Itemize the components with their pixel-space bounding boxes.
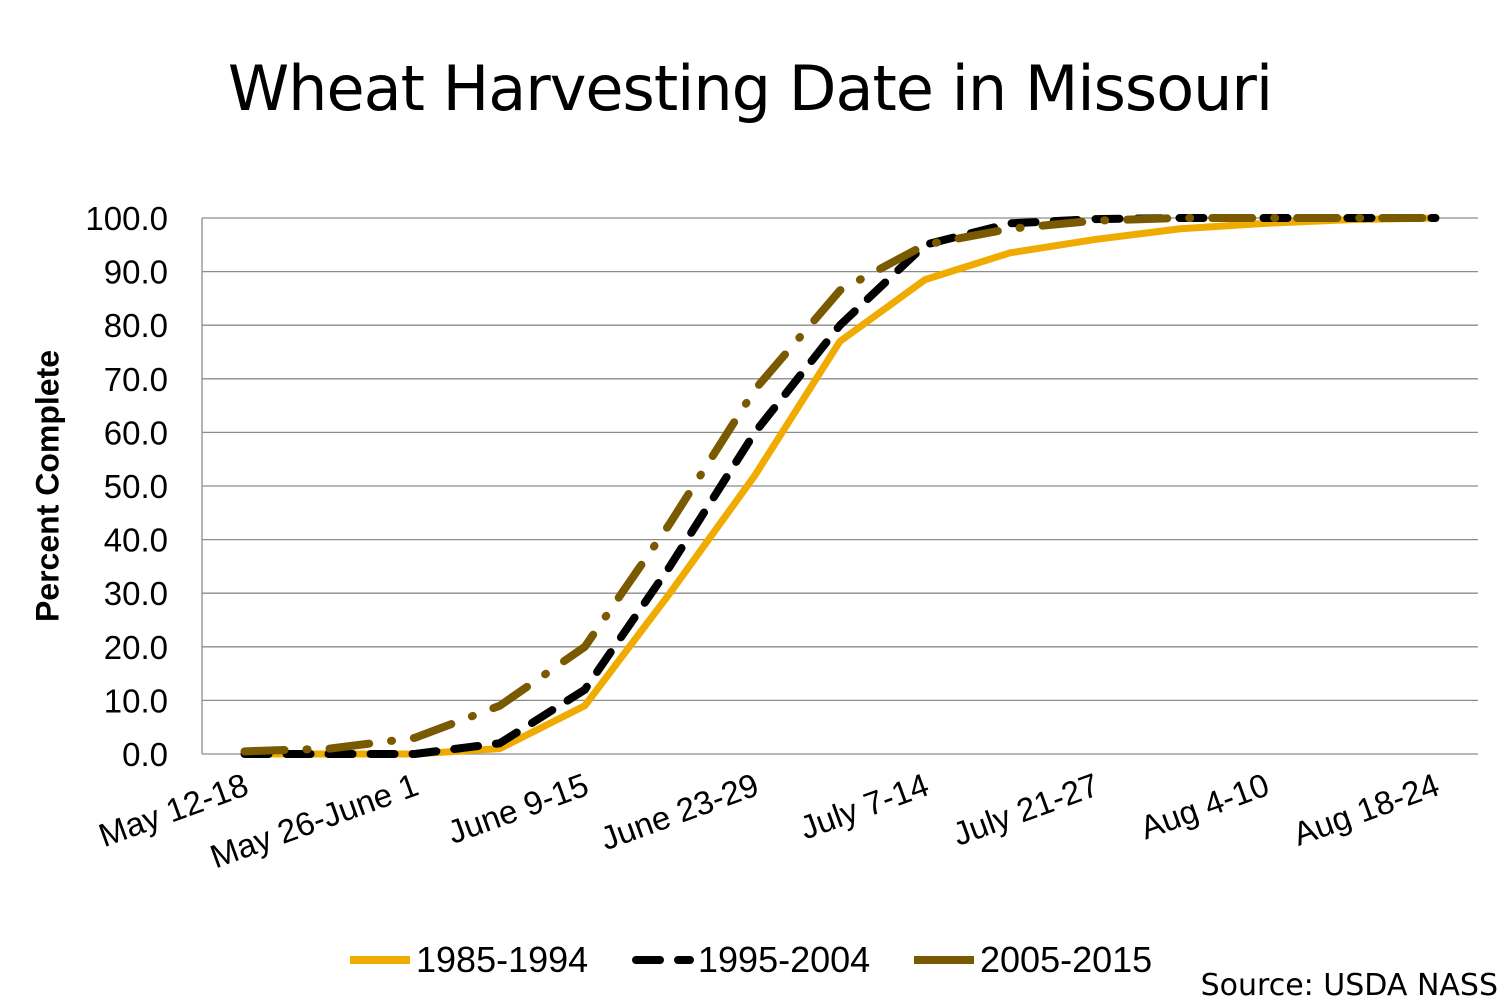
y-tick-label: 10.0 (104, 682, 168, 719)
x-tick-label: July 7-14 (795, 766, 933, 847)
y-tick-label: 90.0 (104, 254, 168, 291)
legend-label: 1985-1994 (416, 939, 588, 981)
legend-label: 1995-2004 (698, 939, 870, 981)
legend-item-2005-2015: 2005-2015 (914, 938, 1152, 982)
y-tick-label: 40.0 (104, 522, 168, 559)
y-tick-label: 0.0 (122, 736, 168, 773)
legend-swatch-solid-icon (350, 955, 412, 965)
x-tick-label: June 23-29 (595, 766, 763, 857)
y-tick-label: 50.0 (104, 468, 168, 505)
x-tick-label: June 9-15 (443, 766, 594, 851)
y-tick-label: 70.0 (104, 361, 168, 398)
legend-swatch-dashdot-icon (914, 955, 976, 965)
y-tick-label: 30.0 (104, 575, 168, 612)
x-tick-label: July 21-27 (948, 766, 1104, 853)
x-tick-label: Aug 18-24 (1288, 766, 1444, 853)
legend-label: 2005-2015 (980, 939, 1152, 981)
x-tick-label: Aug 4-10 (1135, 766, 1274, 847)
source-note: Source: USDA NASS (1201, 968, 1498, 1003)
legend-swatch-dash-icon (632, 955, 694, 965)
legend-item-1995-2004: 1995-2004 (632, 938, 870, 982)
y-tick-label: 100.0 (85, 200, 168, 237)
series-line-2005-2015 (245, 218, 1436, 751)
legend-item-1985-1994: 1985-1994 (350, 938, 588, 982)
y-tick-label: 60.0 (104, 414, 168, 451)
y-tick-label: 80.0 (104, 307, 168, 344)
y-tick-label: 20.0 (104, 629, 168, 666)
